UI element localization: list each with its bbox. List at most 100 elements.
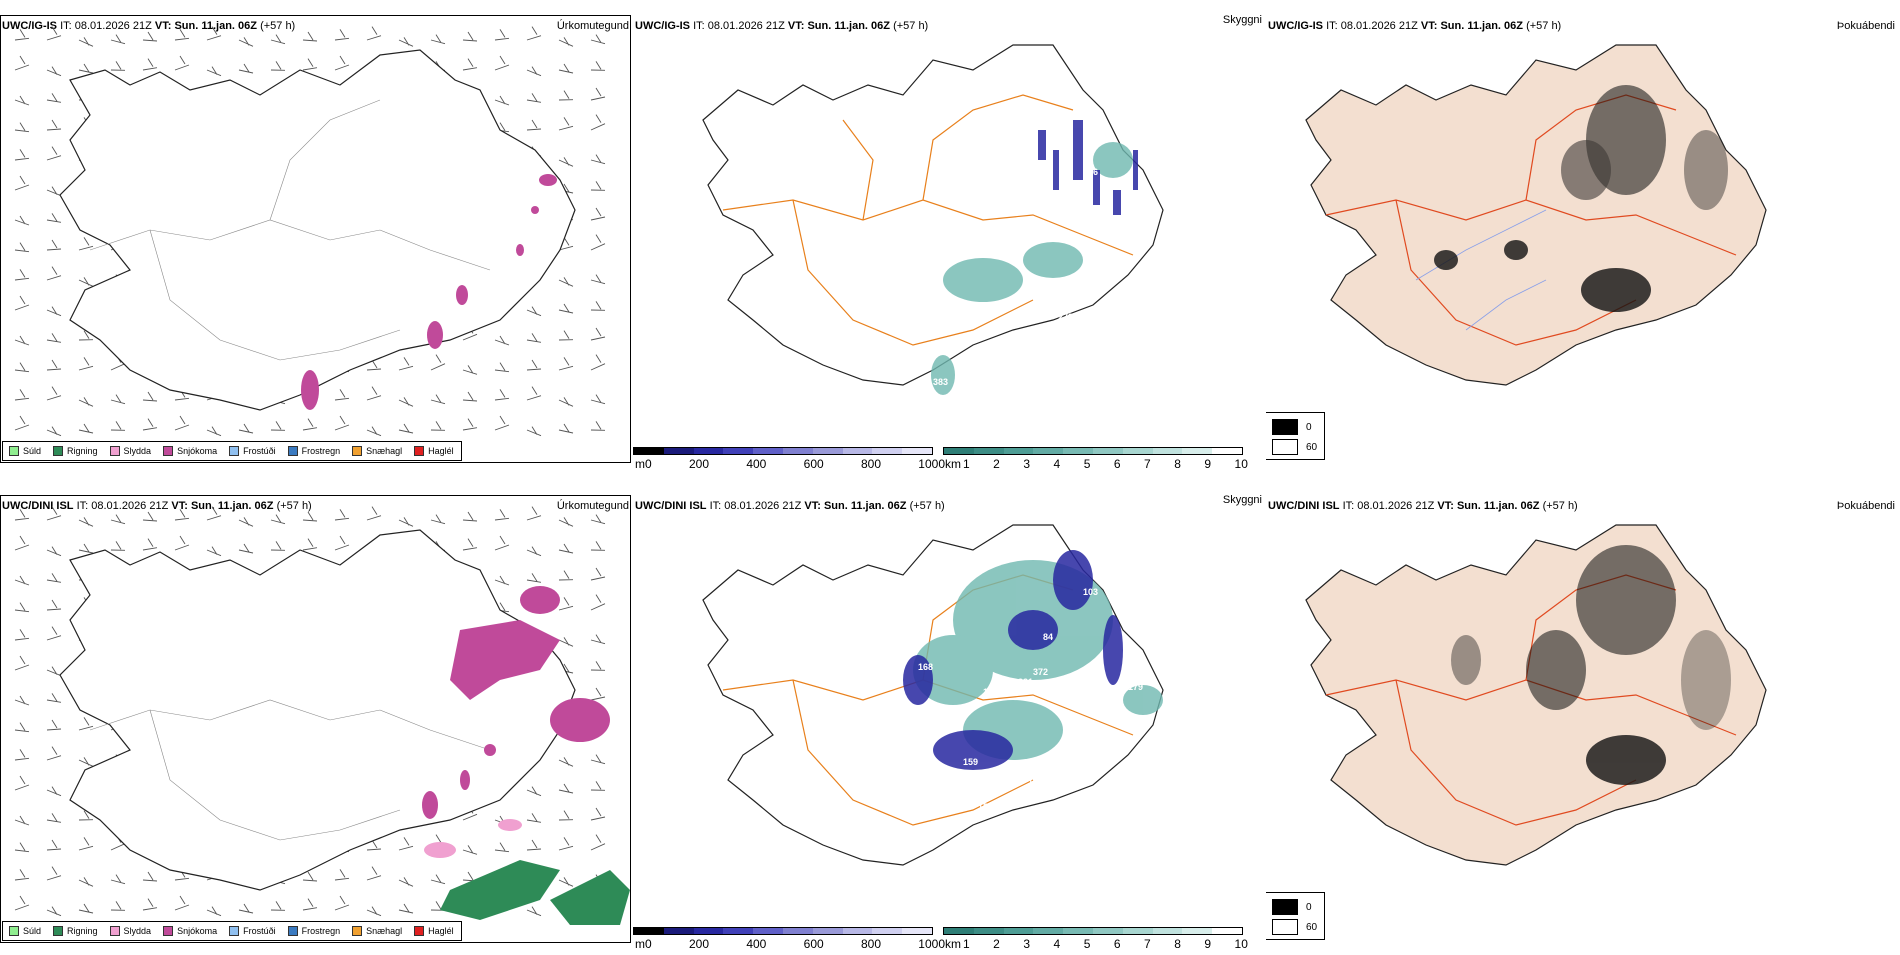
wind-barb — [110, 874, 126, 885]
wind-barb — [206, 906, 222, 917]
wind-barb — [46, 719, 62, 731]
init-time: 08.01.2026 21Z — [74, 20, 152, 32]
wind-barb — [46, 333, 62, 343]
wind-barb — [590, 514, 606, 525]
panel-header: UWC/DINI ISL IT: 08.01.2026 21Z VT: Sun.… — [635, 500, 945, 512]
legend-label: Snjókoma — [177, 926, 218, 936]
tick-label: 600 — [803, 457, 824, 471]
tick-label: 2 — [993, 457, 1000, 471]
wind-barb — [14, 575, 30, 586]
wind-barb — [270, 421, 286, 431]
wind-barb — [206, 66, 222, 77]
legend-item: Snæhagl — [352, 446, 402, 456]
tick-label: 400 — [746, 457, 767, 471]
init-time: 08.01.2026 21Z — [724, 500, 802, 512]
wind-barb — [14, 535, 30, 551]
wind-barb — [558, 63, 574, 74]
wind-barb — [110, 901, 126, 911]
wind-barb — [142, 418, 158, 431]
wind-barb — [590, 207, 606, 221]
iceland-map — [14, 506, 630, 925]
wind-barb — [14, 55, 30, 71]
visibility-value: 363 — [1028, 817, 1043, 827]
valid-time: Sun. 11.jan. 06Z — [190, 500, 274, 512]
wind-barb — [366, 26, 382, 41]
visibility-value: 270 — [1053, 292, 1068, 302]
legend-item: Haglél — [414, 446, 454, 456]
wind-barb — [142, 871, 158, 882]
tick-label: 4 — [1053, 457, 1061, 471]
valid-time: Sun. 11.jan. 06Z — [823, 500, 907, 512]
visibility-value: 273 — [1058, 312, 1073, 322]
wind-barb — [590, 594, 606, 611]
ceiling-ticks: 0 200 400 600 800 1000 — [645, 937, 945, 951]
wind-barb — [14, 149, 30, 161]
wind-barb — [494, 535, 510, 551]
wind-barb — [302, 31, 318, 42]
wind-barb — [302, 871, 318, 882]
model-name: UWC/IG-IS — [1268, 20, 1323, 32]
legend-item: Snjókoma — [163, 926, 217, 936]
tick-label: 1000 — [918, 937, 945, 951]
wind-barb — [46, 26, 62, 41]
wind-barb — [78, 757, 94, 767]
iceland-map — [1305, 44, 1767, 386]
wind-barb — [46, 906, 62, 917]
wind-barb — [398, 903, 414, 914]
fog-legend: 0 60 — [1266, 892, 1325, 940]
wind-barb — [270, 901, 286, 911]
legend-item: Frostúði — [229, 926, 276, 936]
wind-barb — [110, 394, 126, 405]
snow-areas — [422, 586, 610, 819]
tick-label: 0 — [645, 457, 652, 471]
it-label: IT: — [76, 500, 89, 512]
wind-barb — [558, 837, 574, 851]
wind-barb — [558, 157, 574, 167]
tick-label: 800 — [860, 457, 881, 471]
wind-barb — [46, 839, 62, 851]
wind-barb — [590, 234, 606, 251]
legend-item: Slydda — [109, 446, 151, 456]
wind-barb — [590, 754, 606, 765]
panel-title: Þokuábendi — [1836, 20, 1895, 32]
wind-barb — [590, 87, 606, 101]
wind-barb — [302, 58, 318, 71]
wind-barb — [590, 807, 606, 821]
precip-type-legend: Súld Rigning Slydda Snjókoma Frostúði Frostre… — [2, 921, 462, 941]
wind-barb — [302, 898, 318, 911]
snow-areas — [301, 174, 557, 410]
visibility-panel-bottom: UWC/DINI ISL IT: 08.01.2026 21Z VT: Sun.… — [633, 480, 1266, 955]
wind-barb — [558, 517, 574, 527]
wind-barb — [14, 722, 30, 733]
wind-barb — [238, 423, 254, 434]
tick-label: 7 — [1144, 937, 1151, 951]
legend-swatch — [163, 446, 174, 456]
legend-label: Slydda — [123, 926, 152, 936]
visibility-ticks: 1 2 3 4 5 6 7 8 9 10 — [963, 937, 1248, 951]
wind-barb — [78, 63, 94, 74]
wind-barb — [366, 866, 382, 881]
legend-label: Snjókoma — [177, 446, 218, 456]
visibility-value: 327 — [1063, 322, 1078, 332]
wind-barb — [46, 426, 62, 437]
legend-swatch — [9, 446, 19, 456]
panel-header: UWC/IG-IS IT: 08.01.2026 21Z VT: Sun. 11… — [635, 20, 928, 32]
wind-barb — [558, 397, 574, 407]
iceland-outline — [702, 44, 1164, 386]
legend-swatch — [414, 446, 425, 456]
iceland-outline — [59, 529, 576, 891]
lead-time: (+57 h) — [909, 500, 945, 512]
wind-barb — [14, 655, 30, 671]
tick-label: 3 — [1023, 937, 1031, 951]
tick-label: 2 — [993, 937, 1000, 951]
wind-barb — [46, 746, 62, 761]
map-frame — [0, 15, 631, 463]
wind-barb — [334, 509, 350, 521]
wind-barb — [398, 37, 414, 47]
wind-barb — [14, 775, 30, 791]
wind-barb — [558, 757, 574, 767]
wind-barb — [590, 274, 606, 285]
wind-barb — [398, 397, 414, 407]
it-label: IT: — [693, 20, 705, 32]
